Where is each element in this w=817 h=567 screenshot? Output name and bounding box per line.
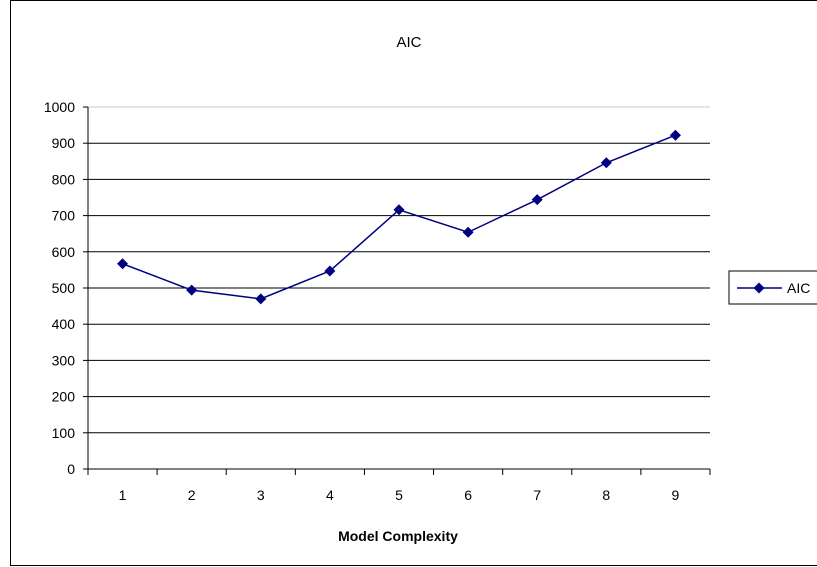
series-line [122,134,676,300]
x-tick-label: 4 [326,487,334,503]
data-point [393,204,405,216]
data-point [324,265,336,277]
grid-layer [88,106,710,434]
y-tick-label: 700 [52,208,76,224]
data-point [531,194,543,206]
y-tick-label: 800 [52,171,76,187]
data-point [669,129,681,141]
legend-label: AIC [787,280,810,296]
data-point [600,157,612,169]
y-tick-label: 300 [52,352,76,368]
legend: AIC [728,270,817,305]
x-tick-label: 9 [672,487,680,503]
x-tick-label: 5 [395,487,403,503]
x-tick-label: 3 [257,487,265,503]
data-point [255,293,267,305]
y-tick-label: 900 [52,135,76,151]
y-tick-label: 600 [52,244,76,260]
x-axis-title: Model Complexity [338,528,458,544]
data-point [186,284,198,296]
x-tick-labels: 1 2 3 4 5 6 7 8 9 [119,487,680,503]
legend-marker [753,282,765,294]
data-point [462,226,474,238]
chart-frame [10,0,817,566]
y-tick-label: 400 [52,316,76,332]
y-tick-label: 100 [52,425,76,441]
x-tick-label: 7 [533,487,541,503]
y-tick-label: 200 [52,389,76,405]
y-tick-labels: 0 100 200 300 400 500 600 700 800 900 1000 [44,99,75,477]
data-point [117,258,129,270]
x-tick-label: 8 [602,487,610,503]
y-tick-label: 0 [67,461,75,477]
y-tick-label: 500 [52,280,76,296]
chart-title: AIC [396,34,421,51]
series-layer [117,129,681,305]
x-tick-label: 6 [464,487,472,503]
x-tick-label: 2 [188,487,196,503]
x-tick-label: 1 [119,487,127,503]
axis-layer [83,106,711,475]
y-tick-label: 1000 [44,99,75,115]
